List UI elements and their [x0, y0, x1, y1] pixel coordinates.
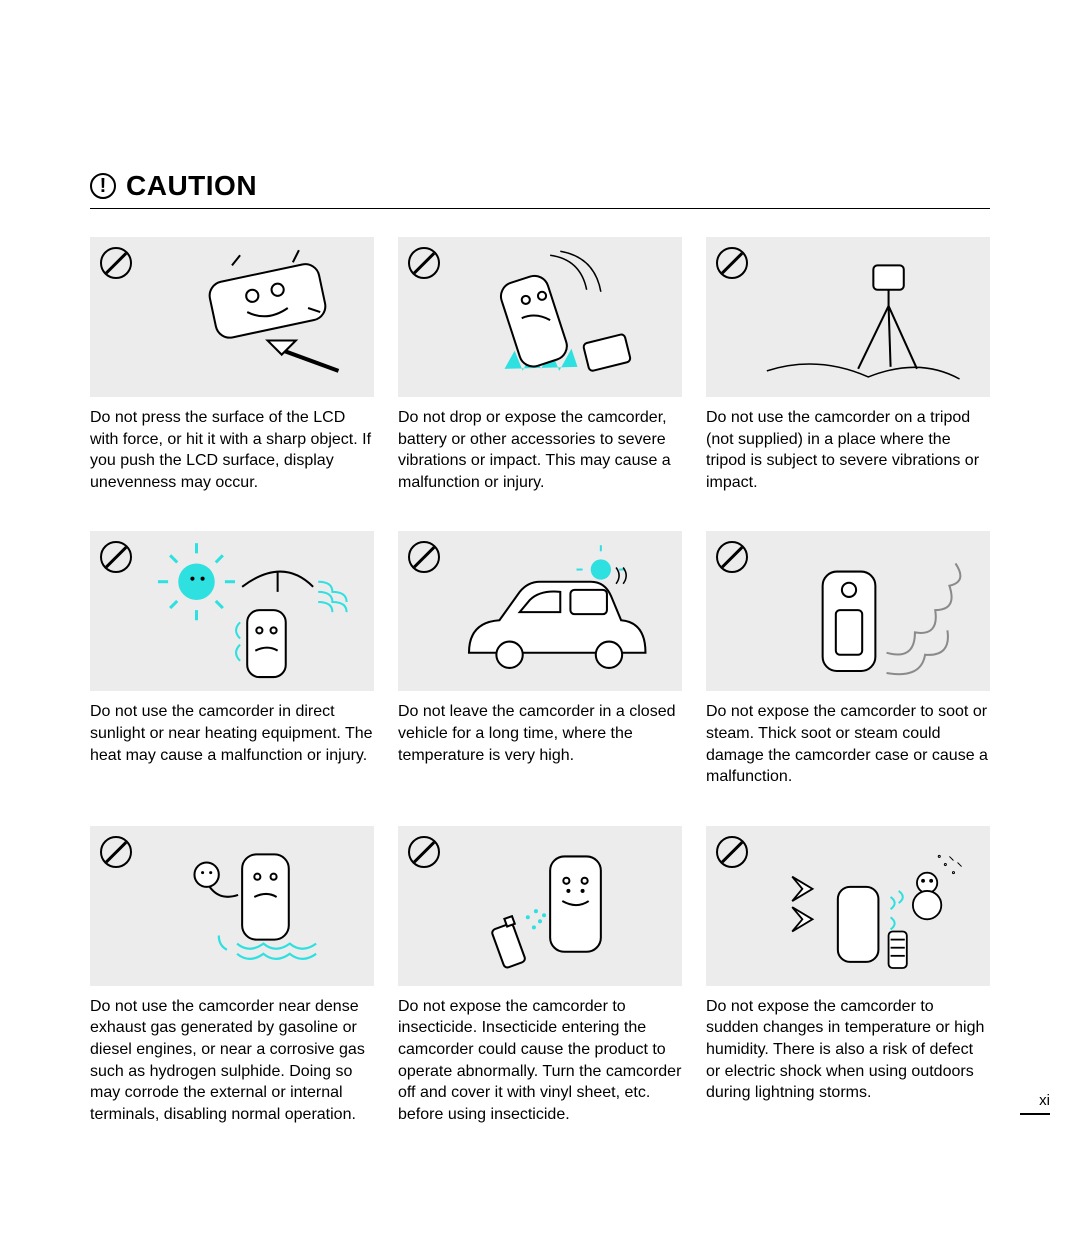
illustration-insecticide	[398, 826, 682, 986]
page-number: xi	[1020, 1092, 1050, 1115]
caution-panel: Do not leave the camcorder in a closed v…	[398, 531, 682, 787]
caution-icon: !	[90, 173, 116, 199]
caption: Do not use the camcorder near dense exha…	[90, 996, 374, 1126]
caution-panel: Do not expose the camcorder to soot or s…	[706, 531, 990, 787]
caption: Do not drop or expose the camcorder, bat…	[398, 407, 682, 493]
caption: Do not expose the camcorder to insectici…	[398, 996, 682, 1126]
sketch-direct-sun	[90, 531, 374, 691]
sketch-temp-humidity	[706, 826, 990, 986]
illustration-temp-humidity	[706, 826, 990, 986]
illustration-soot-steam	[706, 531, 990, 691]
page-title-row: ! CAUTION	[90, 170, 990, 209]
caution-panel: Do not use the camcorder on a tripod (no…	[706, 237, 990, 493]
page-number-text: xi	[1020, 1092, 1050, 1109]
illustration-lcd-press	[90, 237, 374, 397]
illustration-exhaust-gas	[90, 826, 374, 986]
caption: Do not expose the camcorder to soot or s…	[706, 701, 990, 787]
caution-icon-glyph: !	[100, 176, 107, 196]
caution-panel: Do not drop or expose the camcorder, bat…	[398, 237, 682, 493]
caution-panel: Do not press the surface of the LCD with…	[90, 237, 374, 493]
caution-grid: Do not press the surface of the LCD with…	[90, 237, 990, 1125]
caution-panel: Do not use the camcorder in direct sunli…	[90, 531, 374, 787]
sketch-tripod	[706, 237, 990, 397]
caption: Do not expose the camcorder to sudden ch…	[706, 996, 990, 1104]
sketch-drop-impact	[398, 237, 682, 397]
page-number-underline	[1020, 1113, 1050, 1115]
illustration-closed-vehicle	[398, 531, 682, 691]
sketch-exhaust-gas	[90, 826, 374, 986]
illustration-tripod	[706, 237, 990, 397]
caption: Do not press the surface of the LCD with…	[90, 407, 374, 493]
caution-panel: Do not use the camcorder near dense exha…	[90, 826, 374, 1126]
caution-panel: Do not expose the camcorder to insectici…	[398, 826, 682, 1126]
caution-panel: Do not expose the camcorder to sudden ch…	[706, 826, 990, 1126]
caption: Do not use the camcorder in direct sunli…	[90, 701, 374, 766]
page-title: CAUTION	[126, 170, 257, 202]
sketch-lcd-press	[90, 237, 374, 397]
sketch-insecticide	[398, 826, 682, 986]
sketch-closed-vehicle	[398, 531, 682, 691]
sketch-soot-steam	[706, 531, 990, 691]
illustration-drop-impact	[398, 237, 682, 397]
caption: Do not leave the camcorder in a closed v…	[398, 701, 682, 766]
caption: Do not use the camcorder on a tripod (no…	[706, 407, 990, 493]
illustration-direct-sun	[90, 531, 374, 691]
